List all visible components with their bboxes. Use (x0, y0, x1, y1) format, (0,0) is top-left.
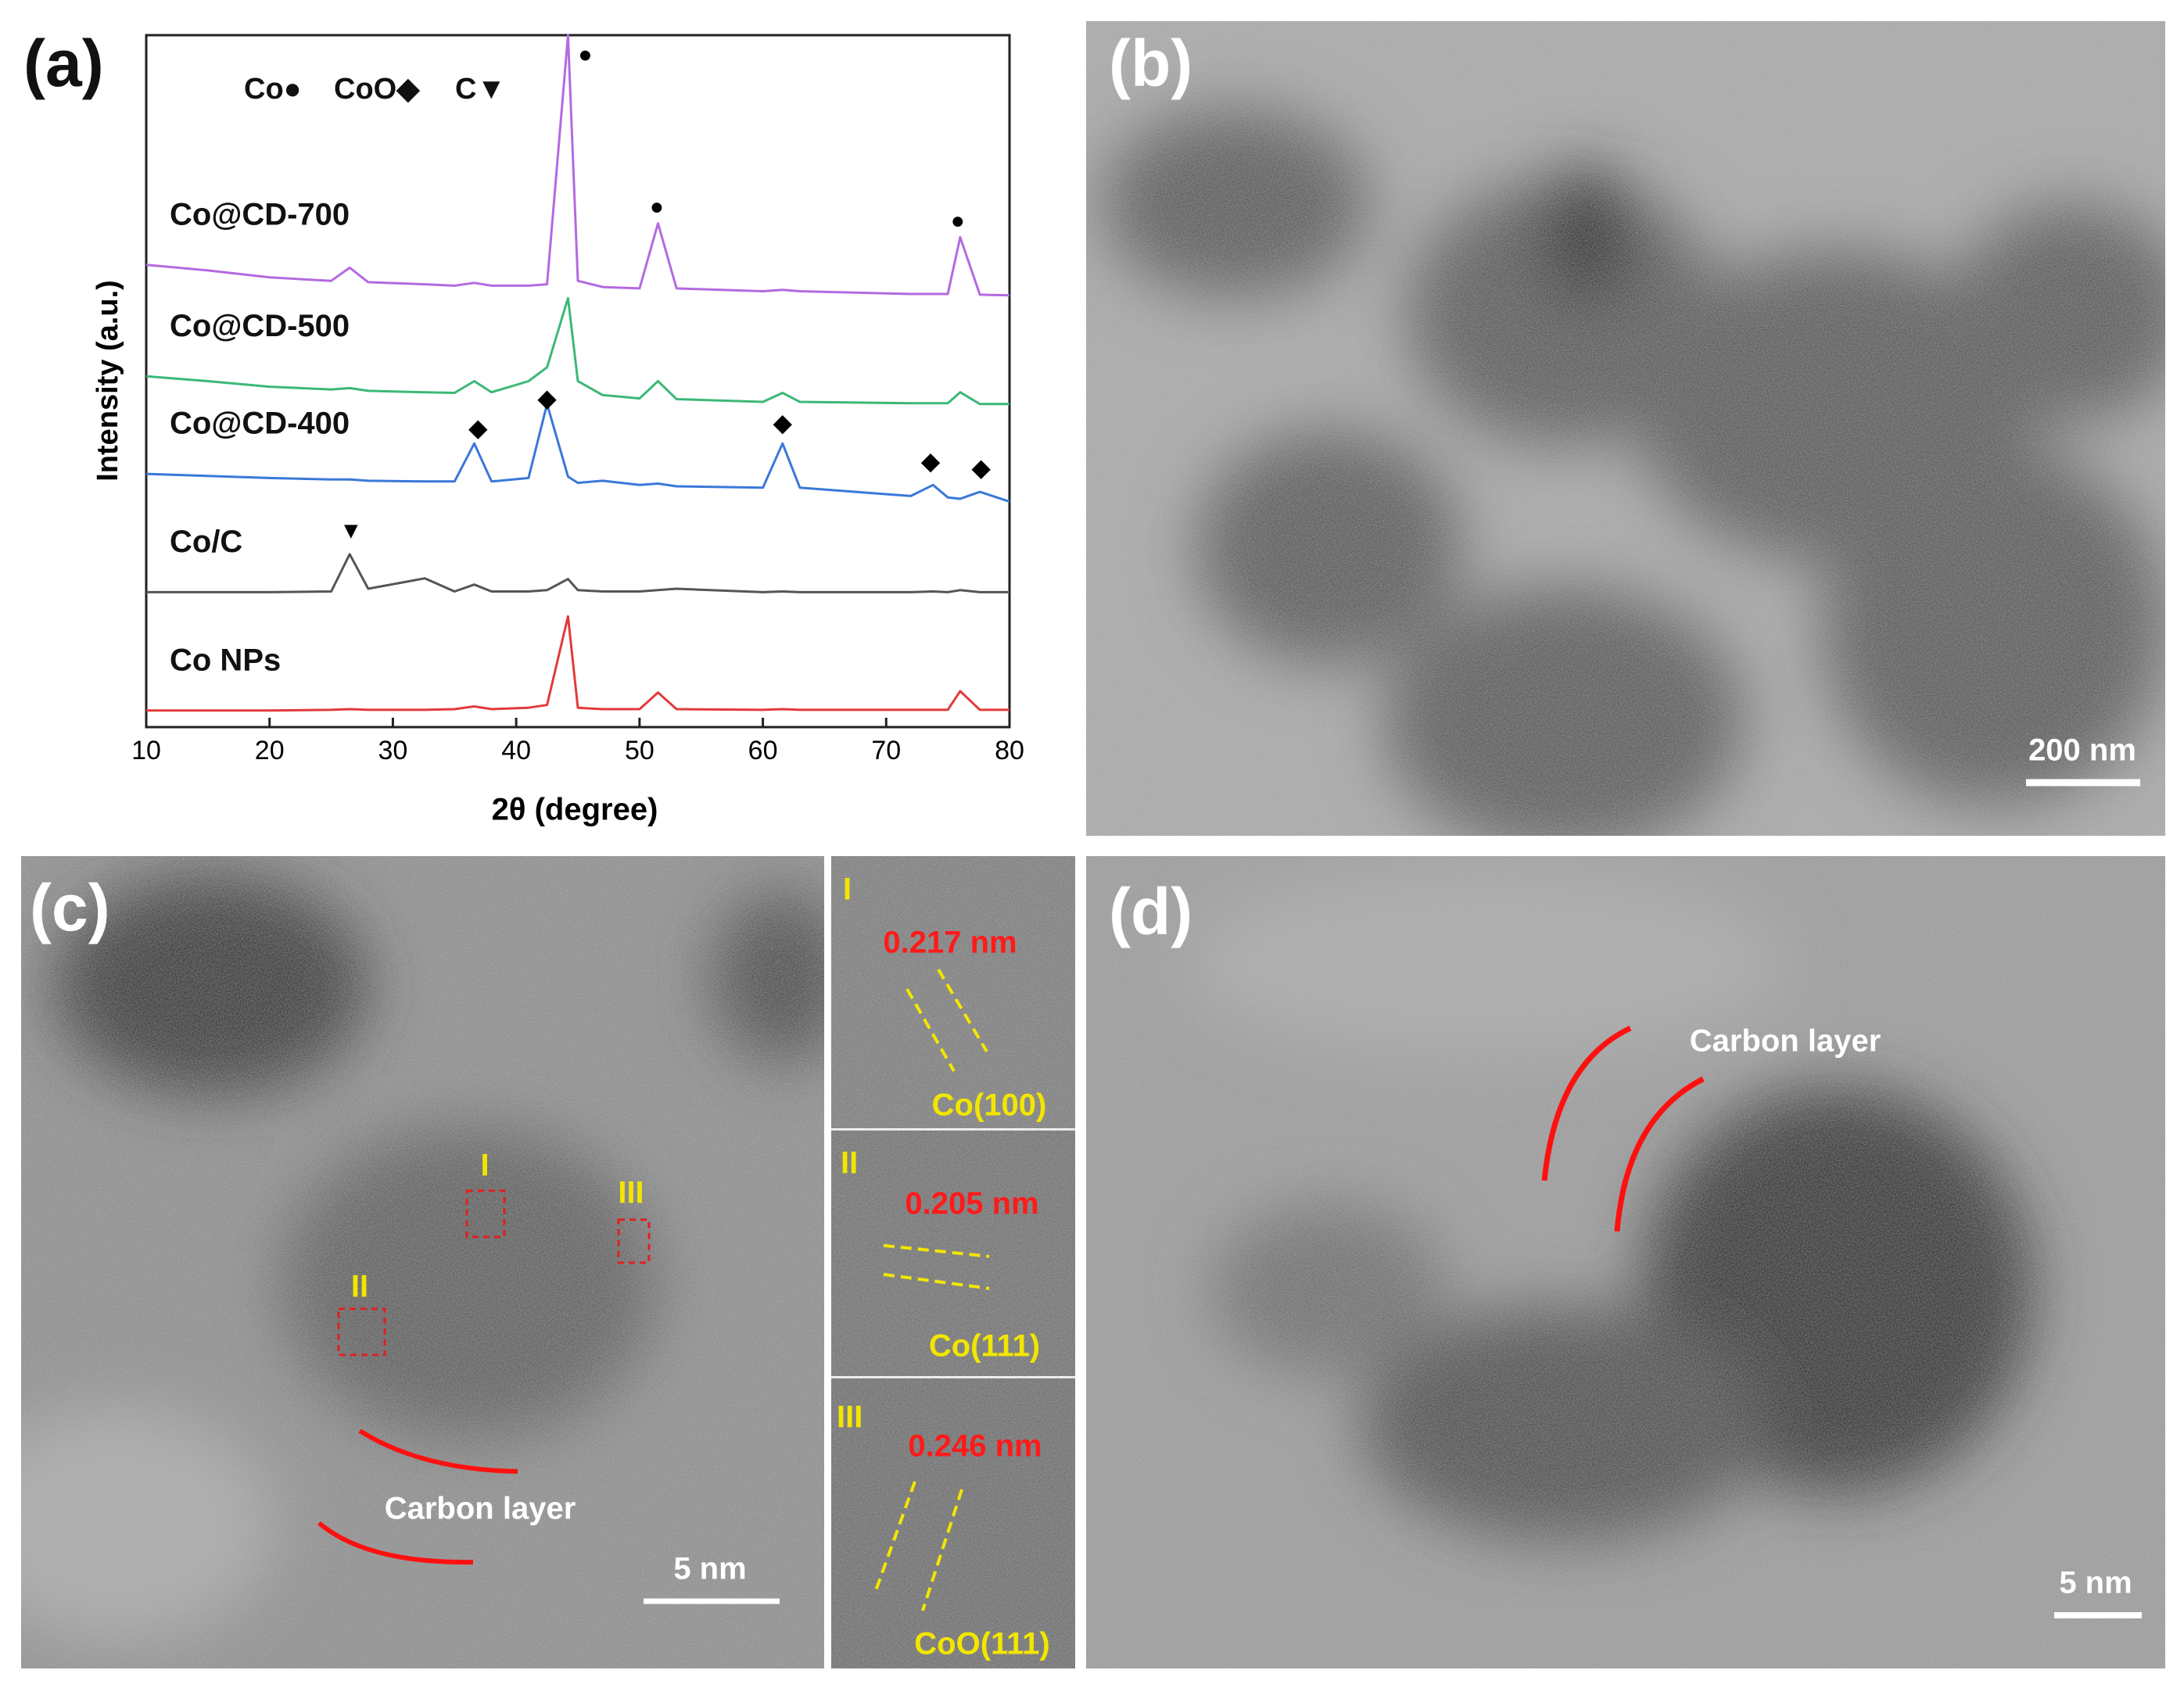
series-line (145, 403, 1010, 503)
x-axis-label: 2θ (degree) (492, 793, 658, 827)
region-label: II (351, 1270, 368, 1304)
peak-marker: ◆ (537, 385, 557, 411)
region-boxes (337, 1189, 651, 1356)
scale-bar-label: 5 nm (2059, 1566, 2132, 1600)
hrtem-image-d (1086, 856, 2165, 1668)
inset-label: III (837, 1400, 862, 1435)
xrd-chart: (a) 2θ (degree) Intensity (a.u.) 10 20 30 4… (23, 27, 1024, 826)
lattice-plane: Co(100) (932, 1088, 1047, 1123)
peak-marker: ▼ (339, 518, 363, 543)
lattice-spacing: 0.246 nm (908, 1429, 1042, 1464)
x-tick-label: 60 (748, 736, 778, 765)
series-line (145, 34, 1010, 297)
lattice-plane: Co(111) (929, 1329, 1040, 1364)
series-line (146, 553, 1010, 593)
lattice-plane: CoO(111) (914, 1627, 1049, 1661)
lattice-spacing: 0.217 nm (883, 926, 1017, 960)
scale-bar-label: 200 nm (2028, 733, 2136, 768)
y-axis-label: Intensity (a.u.) (91, 280, 124, 482)
plot-frame (145, 34, 1011, 729)
inset-label: II (841, 1146, 858, 1181)
peak-marker: ● (578, 41, 592, 67)
region-label: I (480, 1149, 489, 1183)
annotation: Carbon layer (385, 1492, 576, 1526)
x-tick-label: 40 (501, 736, 531, 765)
carbon-layer-curves (1541, 1025, 1705, 1232)
series-label: Co@CD-400 (170, 407, 350, 441)
series-line (145, 296, 1010, 406)
phase-legend: C▼ (455, 73, 506, 106)
peak-marker: ● (951, 208, 965, 234)
x-tick-label: 80 (995, 736, 1024, 765)
series-label: Co NPs (170, 643, 281, 677)
panel-label: (b) (1109, 27, 1192, 100)
series-label: Co@CD-700 (170, 197, 350, 231)
hrtem-image-c (21, 856, 824, 1668)
peak-marker: ◆ (468, 415, 488, 441)
series-line (146, 615, 1010, 712)
panel-label: (a) (23, 27, 104, 100)
x-tick-label: 70 (871, 736, 901, 765)
series-label: Co@CD-500 (170, 309, 350, 343)
peak-marker: ● (650, 194, 664, 220)
inset-label: I (843, 873, 852, 907)
tem-image-b (1086, 21, 2165, 836)
phase-legend: Co● (244, 73, 302, 106)
region-label: III (618, 1176, 644, 1210)
peak-marker: ◆ (773, 410, 792, 436)
panel-label: (d) (1109, 875, 1192, 948)
peak-marker: ◆ (971, 456, 991, 482)
annotation: Carbon layer (1690, 1024, 1881, 1059)
phase-legend: CoO◆ (334, 73, 420, 106)
series-label: Co/C (170, 525, 242, 559)
lattice-spacing: 0.205 nm (905, 1187, 1038, 1221)
peak-marker: ◆ (921, 449, 941, 475)
x-tick-label: 30 (378, 736, 408, 765)
x-tick-label: 10 (131, 736, 161, 765)
x-tick-label: 20 (255, 736, 285, 765)
scale-bar-label: 5 nm (673, 1552, 746, 1586)
hrtem-insets (831, 856, 1075, 1668)
carbon-layer-curves (317, 1428, 518, 1565)
panel-label: (c) (30, 871, 110, 944)
x-tick-label: 50 (625, 736, 654, 765)
